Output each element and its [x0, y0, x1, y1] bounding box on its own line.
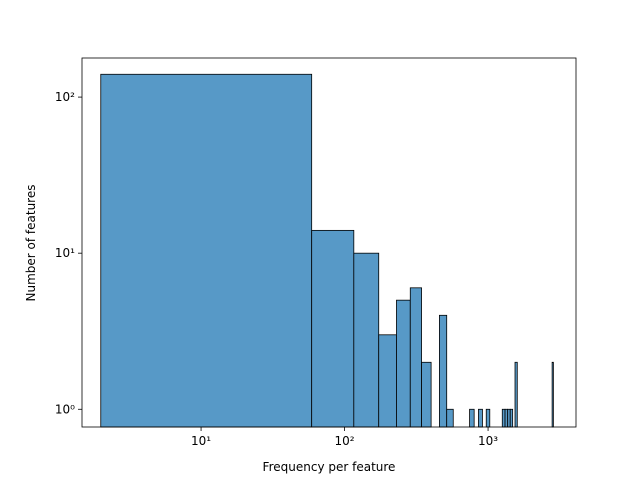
- bar: [514, 361, 518, 428]
- bar: [478, 408, 483, 428]
- y-tick-label: 10²: [55, 90, 75, 104]
- bar: [421, 361, 432, 428]
- bar: [551, 361, 554, 428]
- plot-frame: [81, 57, 577, 428]
- bar: [353, 252, 380, 428]
- bar: [378, 334, 397, 428]
- bar: [100, 73, 313, 428]
- bar: [469, 408, 475, 428]
- bar: [311, 229, 355, 428]
- bar: [396, 299, 411, 428]
- bar: [509, 408, 514, 428]
- y-axis-label: Number of features: [24, 185, 38, 302]
- bar: [501, 408, 506, 428]
- bar: [409, 287, 422, 428]
- bar: [446, 408, 454, 428]
- x-axis-label: Frequency per feature: [263, 460, 396, 474]
- bar: [439, 314, 448, 428]
- x-tick-label: 10¹: [191, 434, 211, 448]
- y-tick-label: 10¹: [55, 246, 75, 260]
- x-tick-label: 10³: [478, 434, 498, 448]
- x-tick-label: 10²: [335, 434, 355, 448]
- y-tick-label: 10⁰: [55, 402, 75, 416]
- bar: [485, 408, 491, 428]
